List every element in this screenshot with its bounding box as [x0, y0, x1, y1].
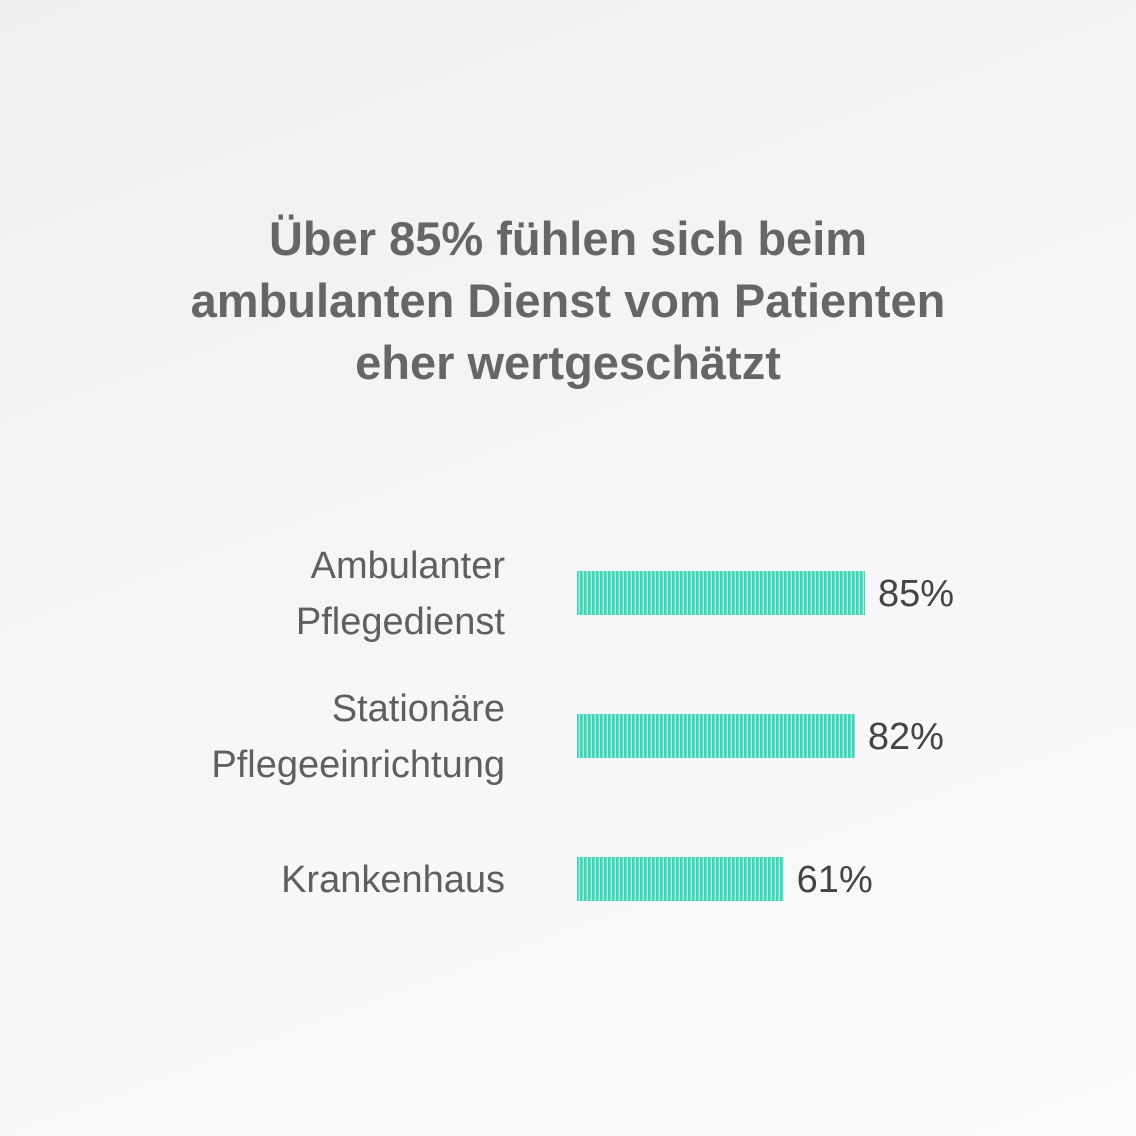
- category-label-0-line-0: Ambulanter: [311, 545, 506, 587]
- bar-1: [577, 714, 855, 758]
- value-label-1: 82%: [868, 716, 944, 758]
- chart-title: Über 85% fühlen sich beim ambulanten Die…: [60, 208, 1076, 394]
- chart-title-line-2: ambulanten Dienst vom Patienten: [190, 274, 946, 327]
- category-label-1-line-1: Pflegeeinrichtung: [211, 744, 505, 786]
- value-label-2: 61%: [797, 859, 873, 901]
- chart-title-line-3: eher wertgeschätzt: [355, 336, 781, 389]
- category-label-2-line-0: Krankenhaus: [281, 859, 505, 901]
- category-label-0-line-1: Pflegedienst: [296, 601, 506, 643]
- bars-layer: 85% Ambulanter Pflegedienst 82% Stationäre Pf…: [211, 545, 954, 901]
- value-label-0: 85%: [878, 573, 954, 615]
- bar-0: [577, 571, 865, 615]
- category-label-1-line-0: Stationäre: [332, 688, 505, 730]
- bar-2: [577, 857, 784, 901]
- chart-title-line-1: Über 85% fühlen sich beim: [268, 212, 868, 265]
